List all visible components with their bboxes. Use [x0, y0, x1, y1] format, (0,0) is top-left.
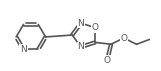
Text: N: N — [20, 45, 27, 54]
Text: N: N — [78, 19, 84, 28]
Text: N: N — [78, 42, 84, 51]
Text: O: O — [120, 34, 127, 43]
Text: O: O — [92, 23, 99, 32]
Text: O: O — [104, 56, 111, 65]
